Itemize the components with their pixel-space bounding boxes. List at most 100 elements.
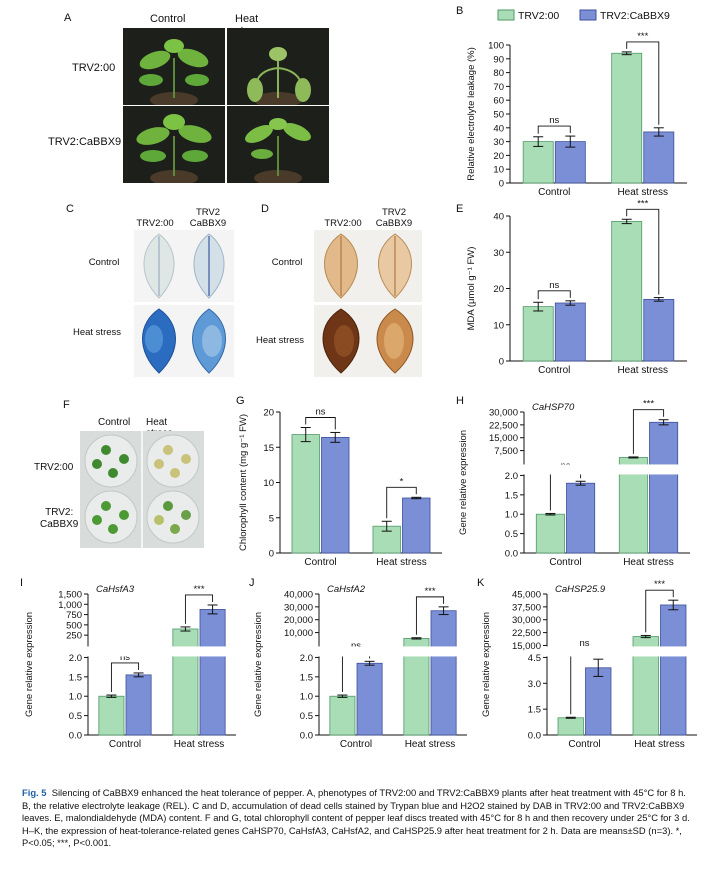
gene-name: CaHsfA2 bbox=[327, 584, 366, 595]
significance-label: *** bbox=[637, 31, 648, 42]
x-tick-label: Heat stress bbox=[623, 557, 674, 568]
bar-trv200 bbox=[522, 306, 554, 362]
bar-cabbx9 bbox=[554, 302, 586, 362]
leaf-d-trv200-heat bbox=[314, 305, 368, 377]
bar-cabbx9 bbox=[430, 610, 457, 736]
y-axis-label: Gene relative expression bbox=[481, 612, 492, 717]
y-tick-label: 30 bbox=[493, 248, 504, 259]
y-axis-label: Gene relative expression bbox=[253, 612, 264, 717]
y-tick-label: 2.0 bbox=[69, 653, 82, 664]
y-tick-label: 15 bbox=[263, 443, 274, 454]
y-tick-label: 45,000 bbox=[512, 590, 541, 601]
leaf-d-trv2cabbx9-control bbox=[368, 230, 422, 302]
y-tick-label: 20 bbox=[493, 284, 504, 295]
y-tick-label: 15,000 bbox=[512, 641, 541, 652]
row-label-control: Control bbox=[88, 257, 120, 268]
significance-label: ns bbox=[549, 115, 559, 126]
axis-break bbox=[82, 646, 236, 657]
row-label-trv200: TRV2:00 bbox=[34, 462, 74, 473]
y-tick-label: 1.0 bbox=[300, 692, 313, 703]
bar-trv200 bbox=[557, 717, 584, 736]
significance-bracket bbox=[537, 125, 571, 134]
row-label-heat: Heat stress bbox=[255, 335, 305, 346]
y-tick-label: 750 bbox=[66, 610, 82, 621]
significance-label: * bbox=[400, 476, 404, 487]
y-tick-label: 1.5 bbox=[69, 672, 82, 683]
bar-trv200 bbox=[535, 513, 565, 554]
y-tick-label: 1.5 bbox=[300, 672, 313, 683]
leaf-c-trv200-heat bbox=[134, 305, 184, 377]
y-tick-label: 1.5 bbox=[528, 705, 541, 716]
chart-g: G Chlorophyll content (mg g⁻¹ FW) 0 5 10 15 20… bbox=[236, 395, 442, 568]
photo-f-leaf-discs bbox=[80, 431, 204, 548]
col-header-trv200: TRV2:00 bbox=[136, 218, 174, 229]
x-tick-label: Control bbox=[109, 739, 141, 750]
chart-j: J CaHsfA2 Gene relative expression 0.0 0.5 1.… bbox=[249, 577, 467, 750]
caption-title: Fig. 5 bbox=[22, 787, 47, 798]
y-tick-label: 1,000 bbox=[58, 600, 82, 611]
bar-trv200 bbox=[611, 52, 643, 184]
y-tick-label: 0.5 bbox=[69, 711, 82, 722]
legend-label-trv200: TRV2:00 bbox=[518, 10, 559, 22]
y-tick-label: 4.5 bbox=[528, 653, 541, 664]
chart-e: E MDA (μmol g⁻¹ FW) 0 10 20 30 40 Control ns Heat… bbox=[456, 198, 687, 376]
significance-bracket bbox=[626, 41, 660, 125]
significance-label: *** bbox=[637, 198, 648, 209]
y-tick-label: 3.0 bbox=[528, 679, 541, 690]
photo-a-trv200-control bbox=[123, 28, 225, 105]
photo-a-trv2cabbx9-heat bbox=[227, 106, 329, 183]
y-tick-label: 0.0 bbox=[505, 549, 518, 560]
panel-label: D bbox=[261, 203, 269, 215]
y-tick-label: 70 bbox=[493, 82, 504, 93]
y-tick-label: 0.0 bbox=[69, 731, 82, 742]
significance-bracket bbox=[537, 290, 571, 300]
y-axis-label: Chlorophyll content (mg g⁻¹ FW) bbox=[238, 414, 249, 551]
y-tick-label: 2.0 bbox=[300, 653, 313, 664]
bar-trv200 bbox=[611, 221, 643, 362]
significance-label: ns bbox=[549, 280, 559, 291]
y-tick-label: 15,000 bbox=[489, 433, 518, 444]
panel-label: I bbox=[20, 577, 23, 589]
y-tick-label: 20 bbox=[493, 151, 504, 162]
y-tick-label: 40,000 bbox=[284, 590, 313, 601]
chart-b: B TRV2:00 TRV2:CaBBX9 Relative electrolyte … bbox=[456, 5, 687, 195]
gene-name: CaHSP70 bbox=[532, 402, 575, 413]
significance-bracket bbox=[632, 409, 665, 454]
x-tick-label: Heat stress bbox=[617, 365, 668, 376]
y-tick-label: 1.0 bbox=[505, 510, 518, 521]
leaf-c-trv2cabbx9-control bbox=[184, 230, 234, 302]
y-axis-label: Gene relative expression bbox=[458, 430, 469, 535]
bar-trv200 bbox=[329, 695, 356, 736]
leaf-c-trv2cabbx9-heat bbox=[184, 305, 234, 377]
chart-k: K CaHSP25.9 Gene relative expression 0.0 1.5… bbox=[477, 577, 697, 750]
bar-cabbx9 bbox=[125, 674, 152, 736]
significance-label: ns bbox=[120, 652, 130, 663]
y-tick-label: 1.5 bbox=[505, 490, 518, 501]
y-tick-label: 2.0 bbox=[505, 471, 518, 482]
x-tick-label: Control bbox=[538, 187, 570, 195]
bar-cabbx9 bbox=[402, 497, 431, 554]
panel-label: G bbox=[236, 395, 245, 407]
significance-label: *** bbox=[654, 579, 665, 590]
panel-label: K bbox=[477, 577, 485, 589]
y-tick-label: 10 bbox=[263, 478, 274, 489]
y-tick-label: 0 bbox=[499, 179, 504, 190]
bar-trv200 bbox=[291, 434, 320, 554]
significance-bracket bbox=[184, 594, 214, 624]
y-tick-label: 40 bbox=[493, 212, 504, 223]
y-tick-label: 0.5 bbox=[505, 529, 518, 540]
chart-h: H CaHSP70 Gene relative expression 0.0 0.5 1.… bbox=[456, 395, 690, 568]
y-tick-label: 40 bbox=[493, 123, 504, 134]
bar-cabbx9 bbox=[643, 131, 675, 184]
panel-label: H bbox=[456, 395, 464, 407]
bar-cabbx9 bbox=[566, 482, 596, 554]
x-tick-label: Control bbox=[568, 739, 600, 750]
significance-bracket bbox=[626, 208, 660, 295]
row-label-trv2cabbx9: TRV2:CaBBX9 bbox=[48, 136, 122, 148]
panel-label: B bbox=[456, 5, 463, 17]
y-tick-label: 0 bbox=[499, 357, 504, 368]
y-tick-label: 7,500 bbox=[494, 446, 518, 457]
y-axis-label: MDA (μmol g⁻¹ FW) bbox=[466, 247, 477, 331]
figure-caption: Fig. 5 Silencing of CaBBX9 enhanced the … bbox=[22, 787, 690, 850]
chart-i: I CaHsfA3 Gene relative expression 0.0 0.5 1.… bbox=[20, 577, 236, 750]
